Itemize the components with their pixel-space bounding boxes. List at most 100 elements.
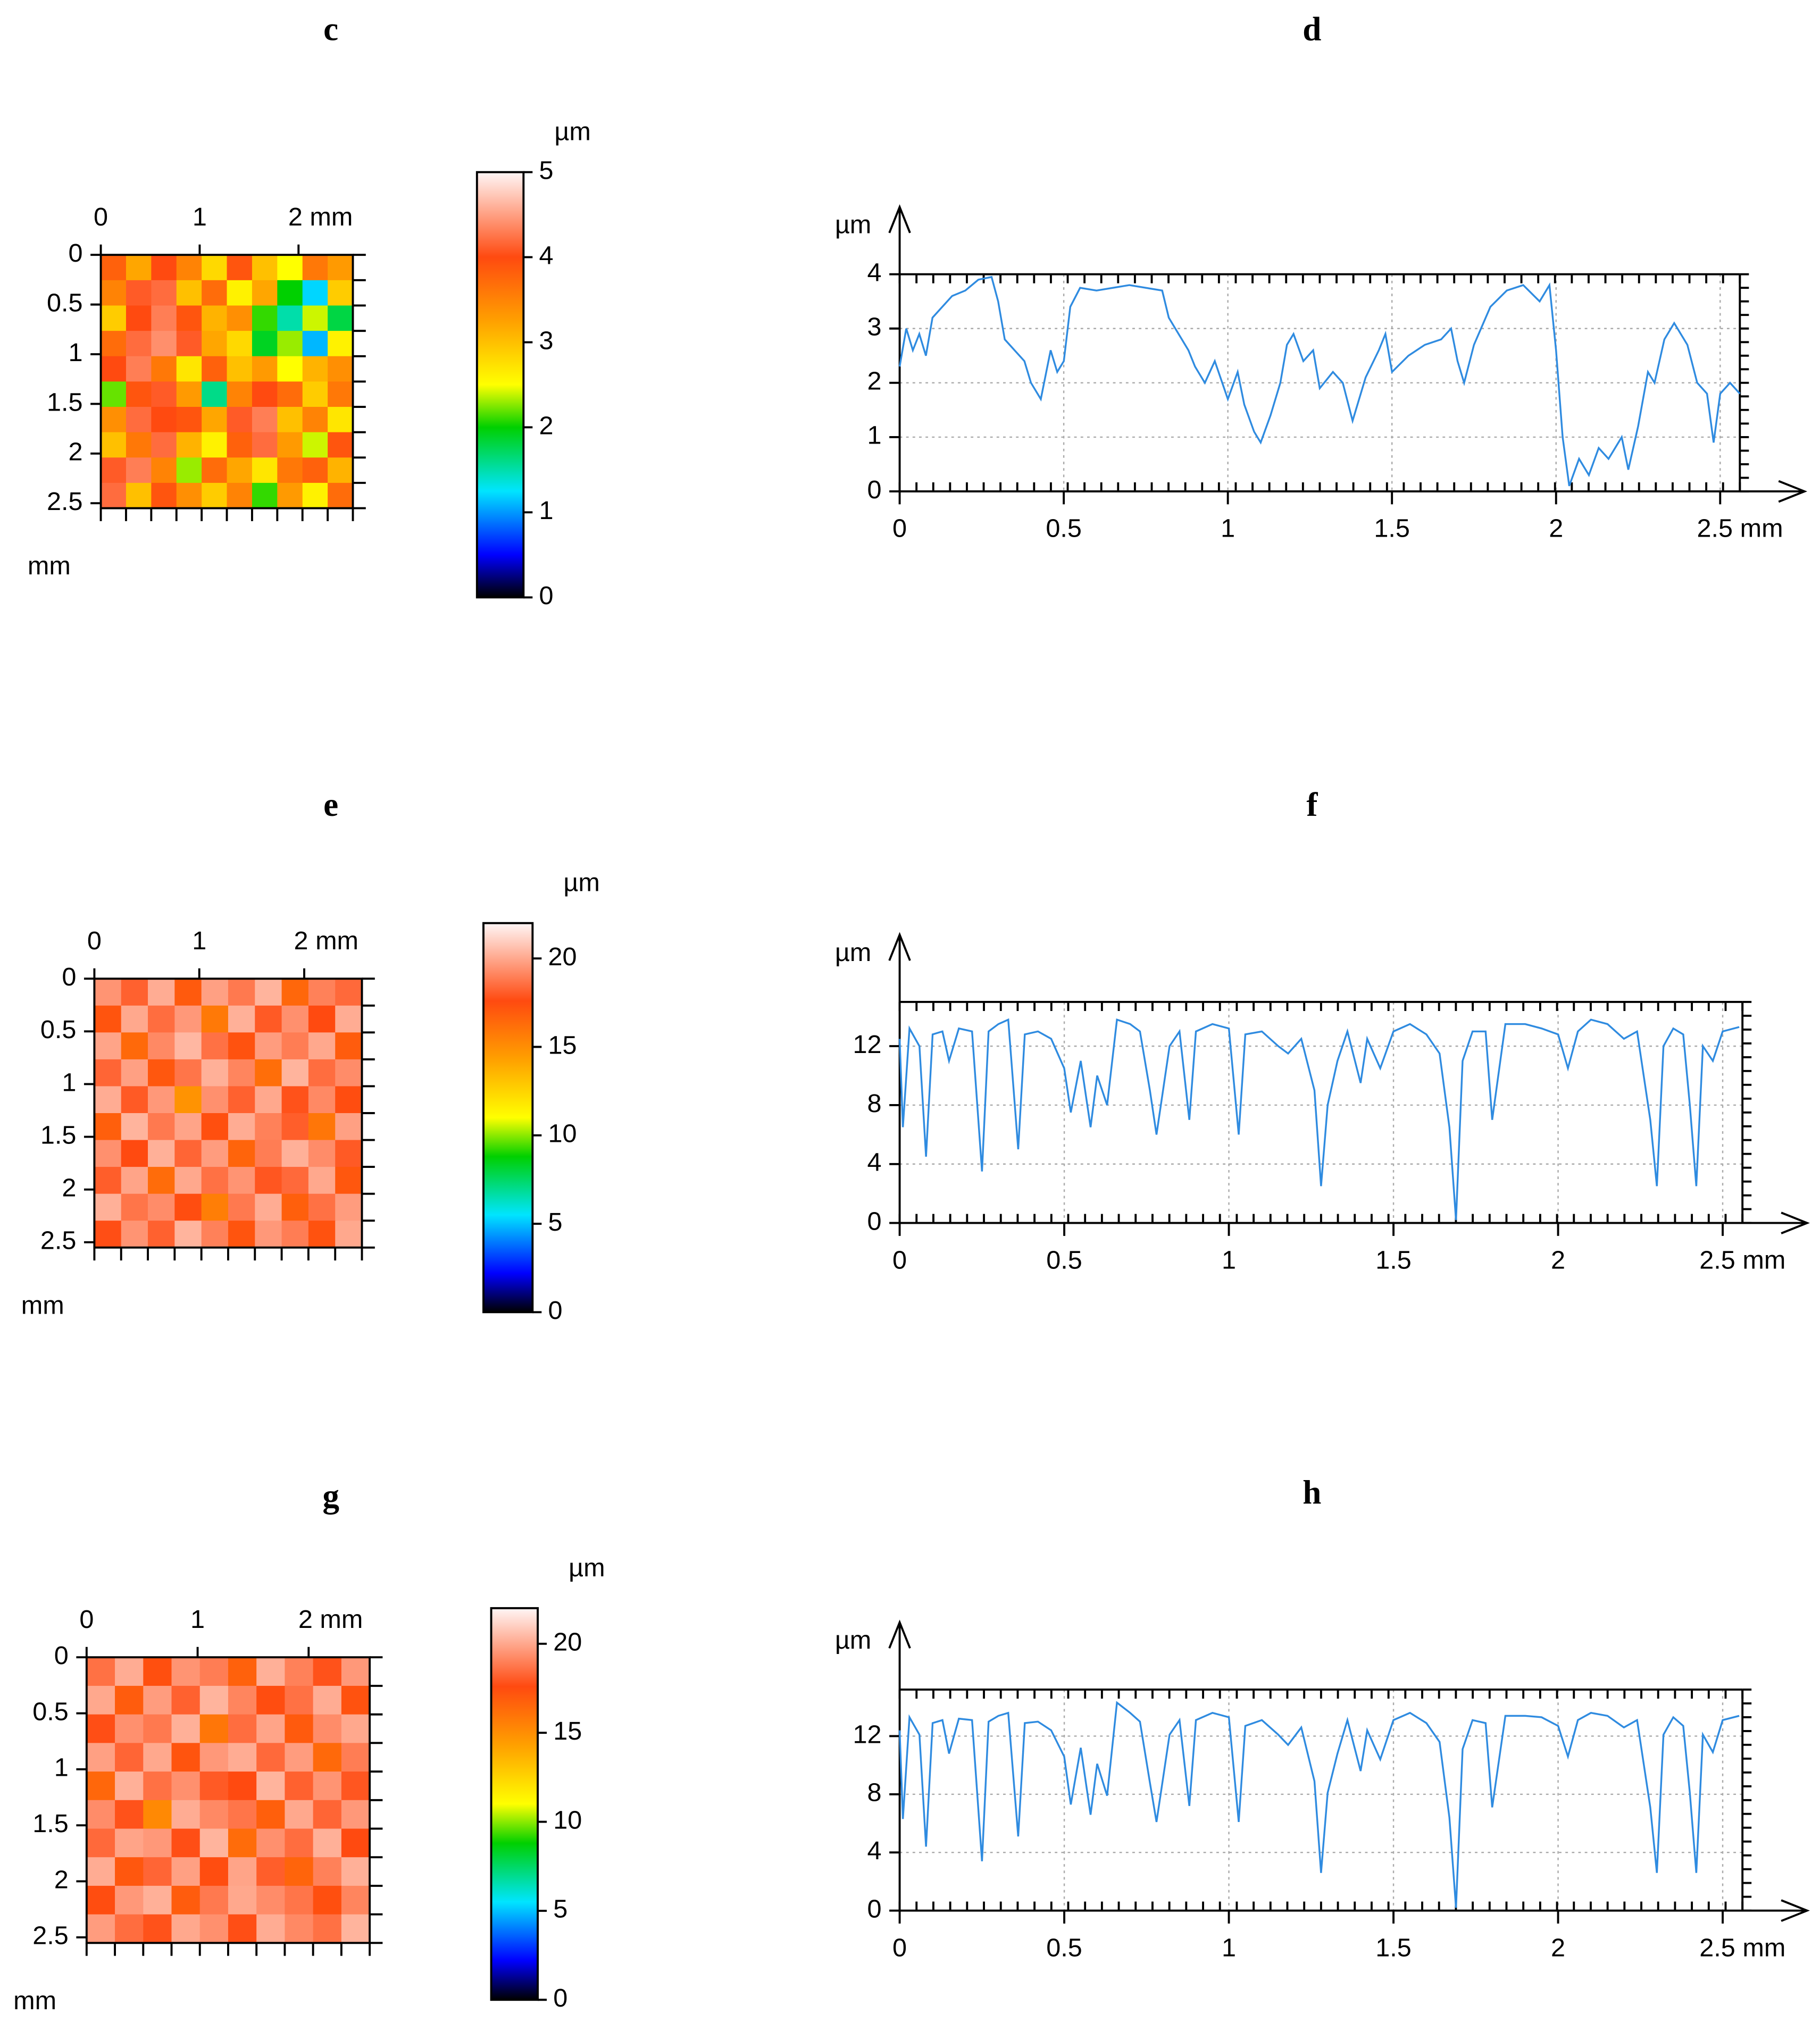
height-cell — [328, 331, 354, 357]
panel-title: h — [1303, 1474, 1321, 1511]
y-tick-label: 8 — [867, 1089, 881, 1118]
y-tick-label: 0.5 — [32, 1697, 69, 1726]
height-cell — [151, 482, 177, 509]
height-cell — [228, 1221, 256, 1248]
height-cell — [126, 482, 152, 509]
y-tick-label: 1.5 — [40, 1121, 77, 1149]
height-cell — [101, 356, 127, 382]
x-tick-label: 2.5 mm — [1699, 1933, 1785, 1962]
height-cell — [171, 1885, 201, 1915]
height-cell — [255, 1113, 282, 1141]
height-cell — [335, 1193, 363, 1222]
height-cell — [308, 1005, 336, 1033]
colorbar-tick-label: 5 — [553, 1895, 567, 1924]
height-cell — [252, 356, 278, 382]
height-cell — [202, 407, 228, 433]
colorbar-tick-label: 0 — [553, 1984, 567, 2012]
x-tick-label: 2 mm — [298, 1605, 363, 1634]
height-cell — [228, 1032, 256, 1060]
x-tick-label: 0 — [892, 1933, 907, 1962]
height-cell — [94, 1059, 122, 1087]
height-cell — [277, 457, 303, 484]
height-cell — [256, 1828, 286, 1858]
y-tick-label: 4 — [867, 1148, 881, 1177]
height-cell — [255, 1167, 282, 1194]
y-tick-label: 1 — [62, 1068, 76, 1097]
height-cell — [308, 1086, 336, 1114]
height-cell — [277, 331, 303, 357]
height-cell — [201, 1193, 229, 1222]
height-cell — [94, 1005, 122, 1033]
height-cell — [174, 1059, 202, 1087]
height-cell — [228, 1059, 256, 1087]
height-cell — [228, 1657, 257, 1687]
height-cell — [201, 1221, 229, 1248]
height-cell — [285, 1714, 314, 1744]
y-tick-label: 1 — [69, 338, 83, 367]
y-tick-label: 0 — [867, 475, 881, 504]
y-tick-label: 0 — [62, 963, 76, 991]
height-cell — [302, 305, 329, 332]
y-tick-label: 1.5 — [47, 388, 83, 416]
height-cell — [171, 1914, 201, 1944]
height-cell — [101, 407, 127, 433]
y-axis-label: mm — [28, 552, 71, 580]
height-cell — [313, 1885, 343, 1915]
height-cell — [143, 1857, 172, 1887]
height-cell — [227, 482, 253, 509]
y-tick-label: 2 — [62, 1174, 76, 1202]
colorbar-tick-label: 10 — [548, 1119, 577, 1148]
y-tick-label: 12 — [853, 1720, 881, 1749]
height-cell — [281, 1221, 310, 1248]
panel-title: g — [322, 1477, 339, 1515]
height-cell — [176, 255, 203, 281]
x-tick-label: 0.5 — [1046, 1246, 1082, 1274]
profile-line — [898, 1018, 1740, 1221]
height-cell — [255, 1086, 282, 1114]
height-cell — [86, 1857, 116, 1887]
panel-title: f — [1306, 786, 1318, 823]
height-cell — [101, 255, 127, 281]
x-tick-label: 0 — [892, 514, 907, 543]
height-cell — [335, 1032, 363, 1060]
height-cell — [201, 1032, 229, 1060]
height-cell — [202, 482, 228, 509]
height-cell — [174, 1113, 202, 1141]
height-cell — [199, 1914, 229, 1944]
y-tick-label: 8 — [867, 1778, 881, 1807]
height-cell — [86, 1914, 116, 1944]
height-cell — [94, 1086, 122, 1114]
height-cell — [313, 1714, 343, 1744]
height-cell — [121, 1193, 149, 1222]
y-axis-arrow — [888, 932, 911, 1223]
height-cell — [199, 1800, 229, 1829]
height-cell — [328, 482, 354, 509]
x-tick-label: 2 mm — [288, 203, 353, 231]
height-cell — [228, 1140, 256, 1168]
height-cell — [121, 1059, 149, 1087]
height-cell — [201, 979, 229, 1007]
height-cell — [227, 407, 253, 433]
height-cell — [202, 381, 228, 408]
height-cell — [121, 1140, 149, 1168]
height-cell — [281, 1193, 310, 1222]
height-cell — [335, 979, 363, 1007]
y-tick-label: 0 — [867, 1207, 881, 1235]
height-cell — [252, 407, 278, 433]
height-cell — [341, 1743, 371, 1773]
height-cell — [174, 1140, 202, 1168]
y-tick-label: 2.5 — [40, 1226, 77, 1255]
height-cell — [302, 432, 329, 458]
height-cell — [121, 1167, 149, 1194]
height-cell — [86, 1657, 116, 1687]
height-cell — [176, 457, 203, 484]
height-cell — [313, 1828, 343, 1858]
height-cell — [328, 280, 354, 306]
x-axis-arrow — [899, 1899, 1810, 1922]
y-tick-label: 1 — [54, 1753, 69, 1782]
height-cell — [151, 407, 177, 433]
y-axis-label: µm — [835, 1626, 871, 1655]
height-cell — [121, 1086, 149, 1114]
x-tick-label: 1 — [1222, 1933, 1236, 1962]
height-cell — [199, 1657, 229, 1687]
